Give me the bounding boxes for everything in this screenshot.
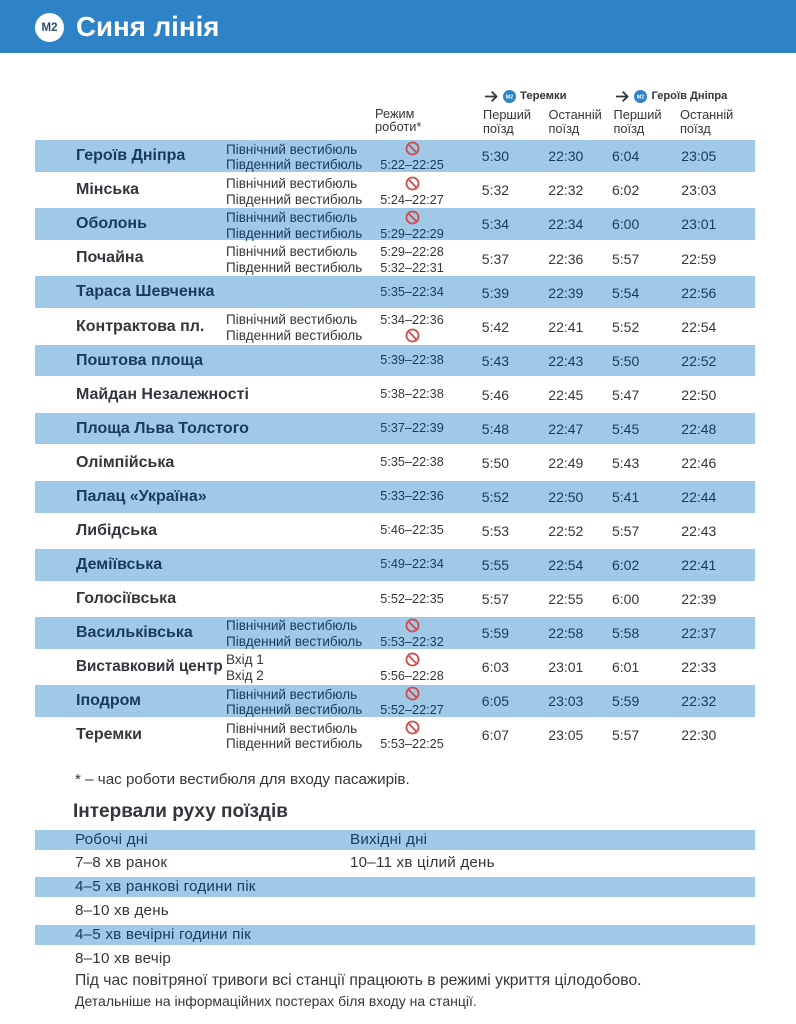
svg-text:М2: М2 <box>506 94 514 100</box>
svg-text:М2: М2 <box>637 94 645 100</box>
